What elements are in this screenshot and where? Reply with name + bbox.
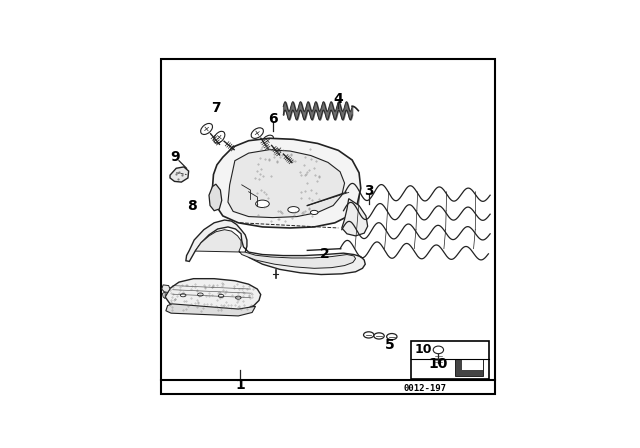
Polygon shape [212,138,361,228]
Ellipse shape [198,293,203,296]
Ellipse shape [262,135,273,146]
Text: 6: 6 [268,112,278,125]
Bar [411,341,490,379]
Text: 2: 2 [319,247,330,261]
Text: 1: 1 [235,378,245,392]
Polygon shape [342,198,367,236]
Text: 4: 4 [333,91,343,106]
Ellipse shape [364,332,374,338]
Text: 10: 10 [415,343,433,356]
Polygon shape [165,279,260,313]
Text: 3: 3 [365,184,374,198]
Ellipse shape [251,128,264,138]
Polygon shape [162,285,170,293]
Bar [455,359,483,376]
Polygon shape [166,304,255,316]
Text: 10: 10 [429,357,448,371]
Ellipse shape [374,333,384,339]
Polygon shape [170,167,189,182]
Polygon shape [163,292,165,299]
Ellipse shape [387,333,397,340]
Polygon shape [228,150,344,218]
Ellipse shape [433,346,444,353]
Ellipse shape [236,296,241,299]
Ellipse shape [310,211,318,215]
Ellipse shape [201,124,212,134]
Text: 7: 7 [211,101,221,115]
Polygon shape [195,230,356,268]
Ellipse shape [288,207,299,213]
Text: 0012-197: 0012-197 [404,384,447,393]
Ellipse shape [214,131,225,143]
Bar [455,370,483,376]
Text: 8: 8 [187,199,196,213]
Polygon shape [186,220,365,275]
Ellipse shape [255,200,269,207]
Text: 5: 5 [385,338,395,352]
Ellipse shape [218,294,224,297]
Bar [455,359,462,376]
Ellipse shape [180,294,186,297]
Polygon shape [209,184,221,211]
Ellipse shape [273,144,285,155]
Text: 9: 9 [171,150,180,164]
